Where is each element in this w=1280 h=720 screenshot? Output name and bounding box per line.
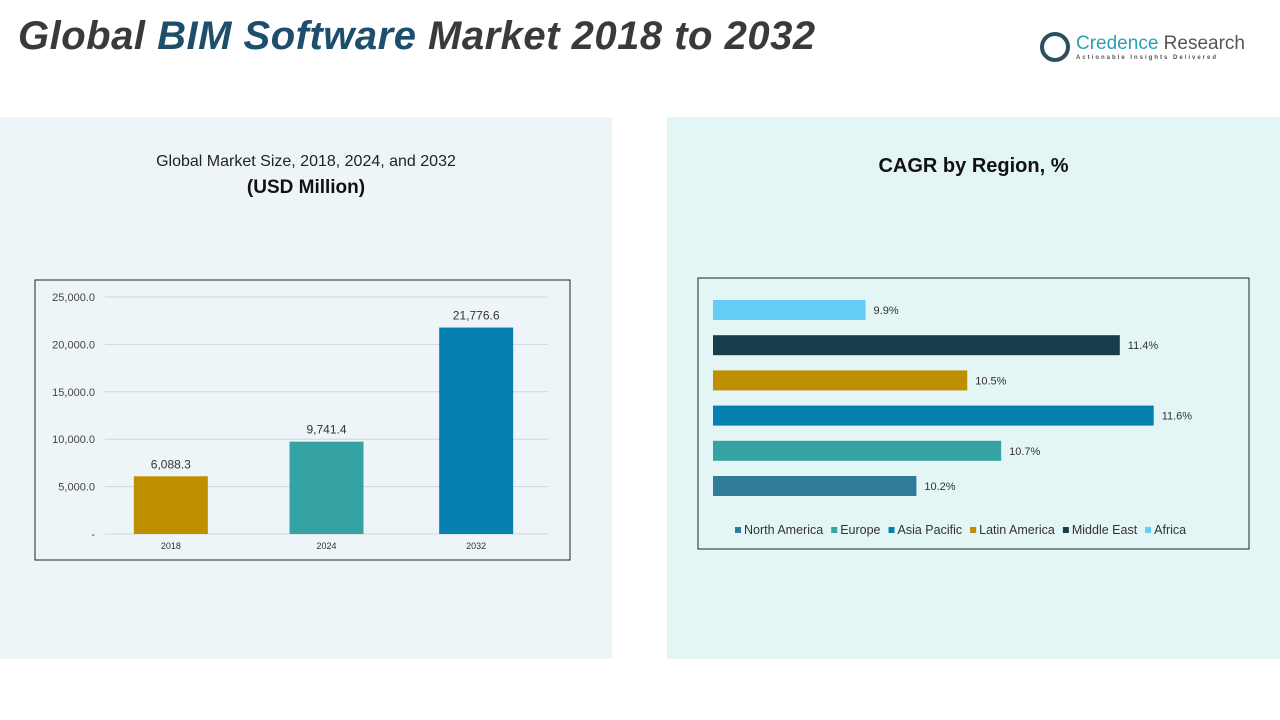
bar-2018: [133, 476, 208, 534]
plot-frame: [697, 277, 1250, 550]
bar-2024: [289, 441, 364, 534]
data-label: 11.6%: [1162, 411, 1193, 423]
data-label: 10.5%: [975, 375, 1006, 387]
legend-item: Asia Pacific: [898, 523, 963, 537]
bar-africa: [713, 300, 866, 320]
data-label: 21,776.6: [453, 309, 500, 323]
bar-asia-pacific: [713, 405, 1154, 426]
data-label: 10.2%: [924, 481, 955, 493]
legend-swatch: [831, 527, 838, 533]
market-size-chart: - 5,000.0 10,000.0 15,000.0 20,000.0 25,000.0…: [34, 279, 571, 561]
legend-item: Middle East: [1072, 523, 1138, 537]
data-label: 9,741.4: [306, 423, 346, 437]
legend-swatch: [1145, 527, 1152, 533]
cagr-panel: CAGR by Region, % 9.9% 11.4% 10.5% 11.6% 10.…: [667, 117, 1280, 659]
data-label: 6,088.3: [151, 457, 191, 471]
bar-middle-east: [713, 335, 1120, 356]
plot-frame: [34, 279, 571, 561]
data-label: 10.7%: [1009, 446, 1040, 458]
legend-item: Europe: [840, 523, 880, 537]
logo-chart-icon: [1040, 32, 1070, 62]
y-tick-label: -: [91, 529, 95, 541]
x-tick-label: 2032: [466, 541, 486, 551]
cagr-chart: 9.9% 11.4% 10.5% 11.6% 10.7% 10.2% North Ameri…: [697, 277, 1250, 550]
x-tick-label: 2024: [316, 541, 336, 551]
y-tick-label: 20,000.0: [52, 339, 95, 351]
legend-item: North America: [744, 523, 823, 537]
market-size-panel: Global Market Size, 2018, 2024, and 2032…: [0, 117, 612, 659]
chart-title: CAGR by Region, %: [878, 155, 1069, 177]
legend-item: Africa: [1154, 523, 1186, 537]
chart-subtitle: (USD Million): [246, 177, 366, 198]
y-tick-label: 10,000.0: [52, 434, 95, 446]
bar-europe: [713, 440, 1002, 461]
y-tick-label: 5,000.0: [58, 482, 95, 494]
bar-latin-america: [713, 370, 968, 391]
data-label: 11.4%: [1128, 340, 1159, 352]
legend-item: Latin America: [979, 523, 1055, 537]
page-title: Global BIM Software Market 2018 to 2032: [18, 14, 816, 58]
legend-swatch: [735, 527, 741, 533]
bar-2032: [439, 327, 514, 534]
data-label: 9.9%: [874, 305, 899, 317]
y-tick-label: 25,000.0: [52, 292, 95, 304]
chart-title: Global Market Size, 2018, 2024, and 2032: [156, 153, 456, 170]
x-tick-label: 2018: [161, 541, 181, 551]
y-tick-label: 15,000.0: [52, 387, 95, 399]
legend-swatch: [1062, 527, 1069, 533]
credence-research-logo: Credence Research Actionable Insights De…: [1040, 32, 1245, 62]
bar-north-america: [713, 476, 917, 496]
legend-swatch: [888, 527, 895, 533]
legend-swatch: [970, 527, 977, 533]
